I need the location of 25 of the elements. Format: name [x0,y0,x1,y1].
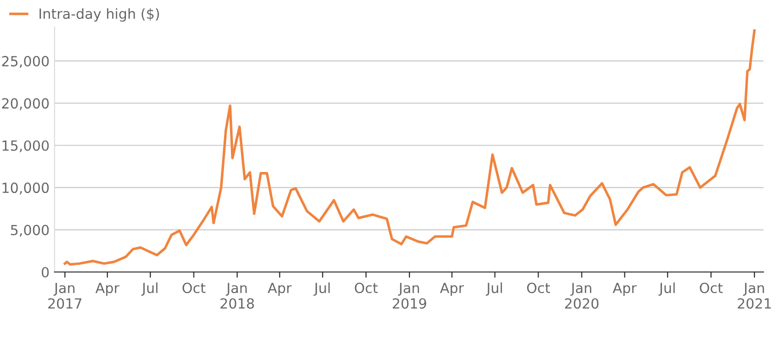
x-tick-label: Jan 2020 [565,282,598,309]
x-tick-label: Oct [700,282,723,294]
x-tick-label: Apr [268,282,292,296]
x-tick-label: Oct [354,282,378,294]
y-tick-label: 0 [42,266,49,278]
x-tick-label: Jan 2018 [220,282,254,309]
x-tick-label: Oct [527,282,550,294]
y-tick-label: 15,000 [2,140,49,152]
line-series [64,29,756,266]
x-tick-label: Apr [95,282,120,296]
y-tick-label: 5,000 [10,224,49,237]
y-tick-label: 10,000 [2,182,49,194]
x-tick-label: Jul [141,282,158,296]
x-tick-label: Apr [440,282,464,296]
x-tick-label: Jul [486,282,502,296]
y-tick-label: 25,000 [2,56,49,68]
legend-label: Intra-day high ($) [40,8,159,22]
y-tick-label: 20,000 [2,98,49,110]
x-tick-label: Jul [658,282,675,296]
x-tick-label: Jan 2019 [392,282,426,309]
x-tick-label: Jul [314,282,330,296]
x-tick-label: Jan 2017 [48,282,82,309]
x-tick-label: Oct [182,282,206,294]
x-tick-label: Jan 2021 [738,282,771,309]
x-tick-label: Apr [612,282,637,296]
